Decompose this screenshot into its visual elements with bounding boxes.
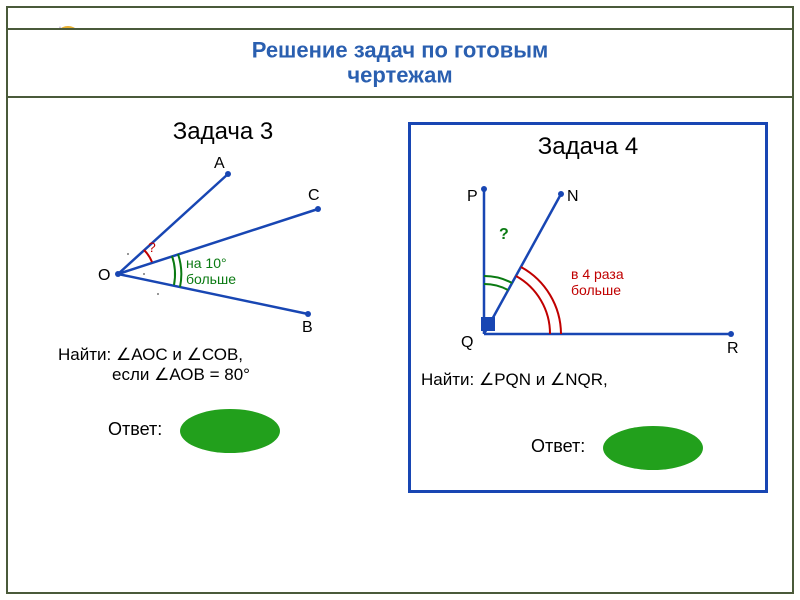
answer-cover-4[interactable] xyxy=(603,426,703,470)
slide-frame: Решение задач по готовым чертежам Задача… xyxy=(6,6,794,594)
label-P: P xyxy=(467,188,478,205)
slide-title: Решение задач по готовым чертежам xyxy=(252,38,549,89)
problem-3-answer: Ответ: 35°, 45° xyxy=(58,413,388,453)
answer-label-3: Ответ: xyxy=(108,419,162,440)
label-B: B xyxy=(302,319,313,334)
problem-3-diagram: O A C B ? на 10° больше xyxy=(58,154,358,334)
note-3a: на 10° xyxy=(186,255,227,271)
label-A: A xyxy=(214,155,225,172)
problem-4-title: Задача 4 xyxy=(421,133,755,161)
label-C: C xyxy=(308,187,320,204)
answer-label-4: Ответ: xyxy=(531,436,585,457)
answer-cover-3[interactable] xyxy=(180,409,280,453)
problem-4-answer: Ответ: 18°, 72° xyxy=(421,430,755,470)
label-Q: Q xyxy=(461,334,473,351)
problem-4: Задача 4 Q P N R ? xyxy=(408,122,768,493)
problem-4-diagram: Q P N R ? xyxy=(421,169,751,359)
title-band: Решение задач по готовым чертежам xyxy=(8,28,792,98)
label-O: O xyxy=(98,267,110,284)
problem-3-title: Задача 3 xyxy=(58,118,388,146)
problem-4-find: Найти: ∠PQN и ∠NQR, xyxy=(421,370,755,390)
content-area: Задача 3 O A C B ? xyxy=(8,108,792,592)
problem-3-find: Найти: ∠АОС и ∠СОВ, xyxy=(58,345,388,365)
question-mark-3: ? xyxy=(148,239,156,255)
note-3b: больше xyxy=(186,271,236,287)
problem-3: Задача 3 O A C B ? xyxy=(58,118,388,453)
note-4a: в 4 раза xyxy=(571,266,624,282)
note-4b: больше xyxy=(571,282,621,298)
problem-3-cond: если ∠АОВ = 80° xyxy=(112,365,388,385)
label-N: N xyxy=(567,188,579,205)
label-R: R xyxy=(727,340,739,357)
question-mark-4: ? xyxy=(499,226,509,243)
